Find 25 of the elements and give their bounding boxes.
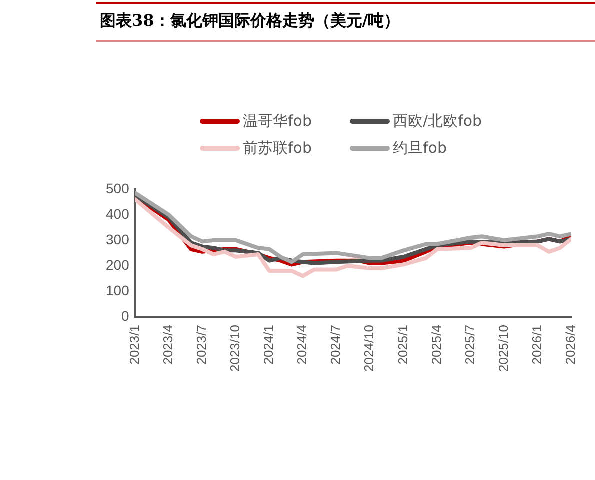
x-tick-label: 2025/7 — [462, 325, 478, 365]
legend-label: 西欧/北欧fob — [393, 112, 482, 131]
x-tick-label: 2025/10 — [496, 325, 511, 372]
y-tick-label: 200 — [106, 256, 130, 273]
x-tick-label: 2023/10 — [228, 325, 243, 372]
legend-label: 温哥华fob — [243, 112, 312, 131]
x-tick-label: 2023/4 — [160, 325, 176, 365]
y-tick-label: 0 — [122, 308, 130, 324]
y-tick-label: 500 — [106, 180, 130, 196]
x-tick-label: 2024/1 — [261, 325, 276, 365]
chart-title: 图表38：氯化钾国际价格走势（美元/吨） — [100, 11, 400, 32]
x-tick-label: 2026/4 — [562, 325, 578, 365]
x-tick-label: 2026/1 — [529, 325, 544, 365]
legend-label: 前苏联fob — [243, 139, 312, 158]
x-tick-label: 2023/1 — [126, 325, 142, 365]
x-tick-label: 2025/4 — [428, 325, 444, 365]
x-tick-label: 2024/7 — [328, 325, 344, 365]
x-tick-label: 2024/10 — [362, 325, 377, 372]
y-tick-label: 300 — [106, 231, 130, 248]
y-tick-label: 100 — [106, 282, 130, 298]
x-tick-label: 2025/1 — [395, 325, 410, 365]
x-tick-label: 2024/4 — [294, 325, 310, 365]
y-tick-label: 400 — [106, 206, 130, 222]
legend-label: 约旦fob — [393, 139, 447, 158]
x-tick-label: 2023/7 — [194, 325, 210, 365]
